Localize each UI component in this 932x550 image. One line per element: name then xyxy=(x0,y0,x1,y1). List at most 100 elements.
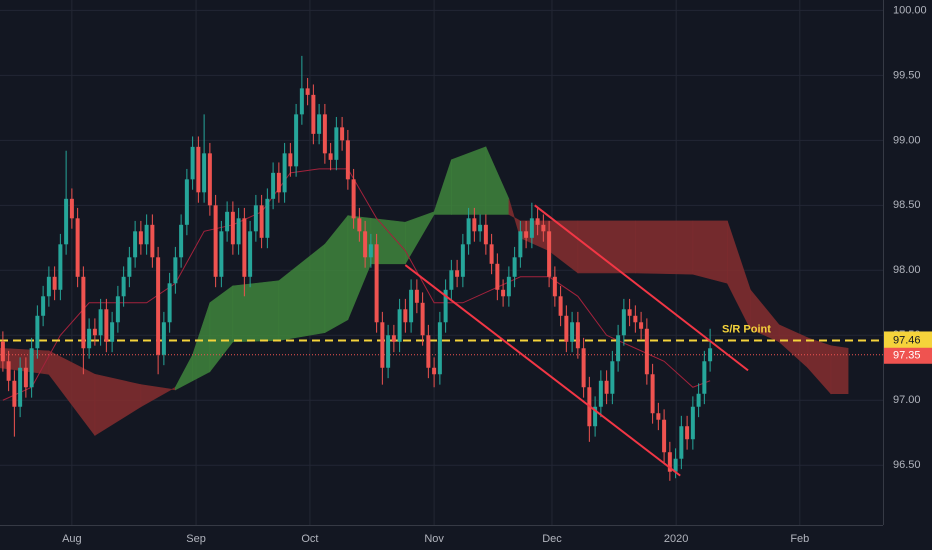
candle-body xyxy=(12,380,17,407)
candle-body xyxy=(374,244,379,323)
base-line xyxy=(2,168,711,401)
candle-body xyxy=(305,88,310,95)
candle-body xyxy=(41,296,46,316)
cloud-segment xyxy=(635,220,694,275)
candle-body xyxy=(501,289,506,297)
candle-body xyxy=(230,211,235,245)
candle-body xyxy=(276,172,281,193)
candle-body xyxy=(115,296,120,323)
candle-body xyxy=(121,276,126,297)
candle-body xyxy=(282,153,287,193)
candle-body xyxy=(58,244,63,290)
candle-body xyxy=(104,309,109,342)
candle-body xyxy=(161,322,166,355)
candle-body xyxy=(570,322,575,342)
last-price-box xyxy=(884,347,932,364)
candle-body xyxy=(702,361,707,394)
candle-body xyxy=(391,335,396,342)
candle-body xyxy=(610,361,615,394)
candle-body xyxy=(322,114,327,154)
candle-body xyxy=(644,328,649,375)
cloud-segment xyxy=(232,280,280,343)
candle-body xyxy=(242,218,247,277)
candle-body xyxy=(604,380,609,394)
candle-body xyxy=(173,257,178,284)
candle-body xyxy=(184,179,189,225)
candle-body xyxy=(696,393,701,407)
candle-body xyxy=(489,244,494,264)
candle-body xyxy=(196,146,201,193)
x-tick-label: Sep xyxy=(186,533,206,545)
candle-body xyxy=(478,224,483,232)
trend-line xyxy=(534,204,749,372)
candle-body xyxy=(156,257,161,355)
candle-body xyxy=(420,302,425,336)
candle-body xyxy=(190,146,195,180)
candle-body xyxy=(541,224,546,232)
y-tick-label: 99.00 xyxy=(893,134,921,146)
candle-body xyxy=(271,172,276,199)
candle-body xyxy=(64,198,69,245)
candle-body xyxy=(506,276,511,297)
candle-body xyxy=(621,309,626,336)
candle-body xyxy=(529,218,534,238)
candle-body xyxy=(673,458,678,472)
candle-body xyxy=(679,426,684,459)
candle-body xyxy=(75,218,80,277)
candle-body xyxy=(472,218,477,232)
candle-body xyxy=(547,231,552,277)
candle-body xyxy=(656,413,661,420)
candle-body xyxy=(524,231,529,238)
cloud-segment xyxy=(577,220,636,274)
candle-body xyxy=(449,270,454,290)
candle-body xyxy=(403,309,408,323)
last-price-label: 97.35 xyxy=(893,350,921,362)
candle-body xyxy=(334,127,339,160)
candle-body xyxy=(207,153,212,206)
candle-body xyxy=(213,205,218,277)
candle-body xyxy=(299,88,304,115)
candle-body xyxy=(138,231,143,245)
candle-body xyxy=(127,257,132,277)
candle-body xyxy=(708,348,713,362)
candle-body xyxy=(558,296,563,316)
candle-body xyxy=(598,380,603,407)
candle-body xyxy=(265,198,270,238)
candle-body xyxy=(616,335,621,362)
candle-body xyxy=(92,328,97,336)
candle-body xyxy=(380,322,385,368)
candle-body xyxy=(351,179,356,219)
x-tick-label: 2020 xyxy=(664,533,688,545)
candle-body xyxy=(650,374,655,414)
x-tick-label: Aug xyxy=(62,533,82,545)
candle-body xyxy=(202,153,207,193)
candle-body xyxy=(437,322,442,375)
candle-body xyxy=(368,244,373,258)
candle-body xyxy=(294,114,299,167)
candle-body xyxy=(426,335,431,368)
y-tick-label: 98.00 xyxy=(893,264,921,276)
candle-body xyxy=(667,452,672,472)
candle-body xyxy=(345,140,350,180)
candle-body xyxy=(685,426,690,440)
candle-body xyxy=(236,218,241,245)
candle-body xyxy=(483,224,488,245)
sr-price-label: 97.46 xyxy=(893,334,921,346)
candle-body xyxy=(0,341,5,362)
candle-body xyxy=(167,283,172,323)
candle-body xyxy=(46,276,51,297)
candle-body xyxy=(397,309,402,342)
candle-body xyxy=(81,276,86,349)
candle-body xyxy=(386,335,391,368)
y-tick-label: 97.00 xyxy=(893,394,921,406)
candle-body xyxy=(29,348,34,388)
candle-body xyxy=(110,322,115,342)
candle-body xyxy=(627,309,632,316)
candle-body xyxy=(23,367,28,388)
candle-body xyxy=(87,328,92,349)
x-tick-label: Feb xyxy=(790,533,809,545)
trend-line xyxy=(404,264,681,477)
candle-body xyxy=(248,231,253,277)
